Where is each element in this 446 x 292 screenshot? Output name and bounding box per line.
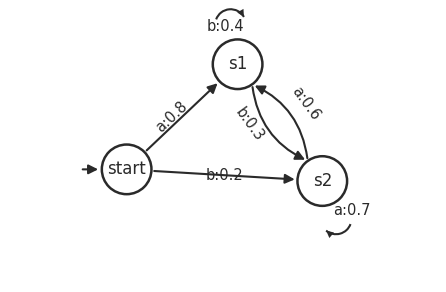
Text: a:0.7: a:0.7 <box>333 203 370 218</box>
Text: s1: s1 <box>228 55 247 73</box>
Circle shape <box>213 39 262 89</box>
Text: b:0.3: b:0.3 <box>231 105 266 144</box>
Text: a:0.8: a:0.8 <box>153 99 190 135</box>
Text: b:0.2: b:0.2 <box>206 168 244 183</box>
Text: s2: s2 <box>313 172 332 190</box>
Circle shape <box>102 145 152 194</box>
Text: b:0.4: b:0.4 <box>207 19 245 34</box>
Circle shape <box>297 156 347 206</box>
Text: a:0.6: a:0.6 <box>288 84 322 123</box>
Text: start: start <box>107 160 146 178</box>
